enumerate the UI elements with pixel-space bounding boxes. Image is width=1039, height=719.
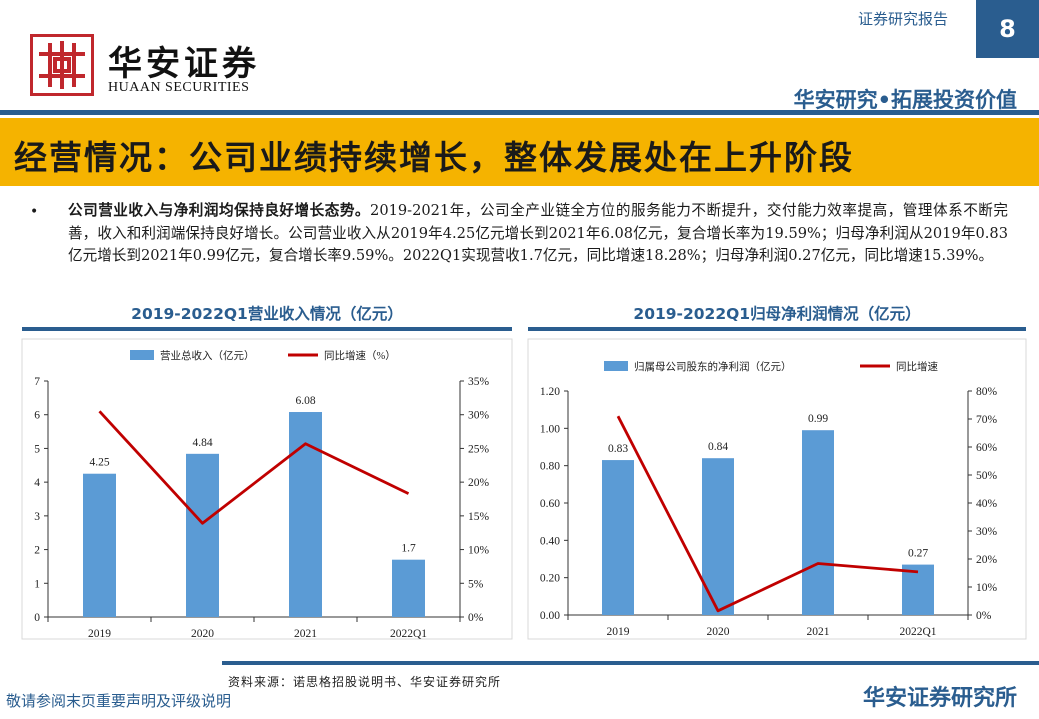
chart1-y-tick-label: 7 <box>34 376 40 388</box>
title-band <box>0 118 1039 186</box>
chart1-bar-label: 4.84 <box>192 437 212 449</box>
chart2-y-tick-label: 0.80 <box>540 461 560 473</box>
chart2-y2-tick-label: 10% <box>976 582 998 594</box>
chart1-legend-bar-swatch <box>130 350 154 360</box>
chart1-x-tick-label: 2022Q1 <box>390 628 427 640</box>
footer-brand: 华安证券研究所 <box>862 686 1017 711</box>
chart2-y-tick-label: 0.20 <box>540 573 560 585</box>
chart1-y2-tick-label: 10% <box>468 545 490 557</box>
chart2-y2-tick-label: 20% <box>976 554 998 566</box>
document-type-label: 证券研究报告 <box>858 10 949 28</box>
chart1-y2-tick-label: 20% <box>468 477 490 489</box>
chart1-y2-tick-label: 25% <box>468 443 490 455</box>
page-title: 经营情况：公司业绩持续增长，整体发展处在上升阶段 <box>14 138 854 177</box>
chart2-y2-tick-label: 60% <box>976 442 998 454</box>
header-divider <box>0 110 1039 115</box>
chart2-bar-label: 0.84 <box>708 441 728 453</box>
chart2-x-tick-label: 2020 <box>707 626 730 638</box>
chart1-y-tick-label: 4 <box>34 477 40 489</box>
source-divider <box>222 661 1039 665</box>
chart1-y2-tick-label: 30% <box>468 410 490 422</box>
chart2-bar-label: 0.99 <box>808 413 828 425</box>
chart2-y-tick-label: 0.00 <box>540 610 560 622</box>
chart1-y-tick-label: 0 <box>34 612 40 624</box>
header-slogan: 华安研究•拓展投资价值 <box>793 88 1017 112</box>
chart2-y2-tick-label: 50% <box>976 470 998 482</box>
chart2-growth-line <box>616 415 919 613</box>
chart1-y2-tick-label: 5% <box>468 578 484 590</box>
chart1-bar <box>392 559 425 617</box>
logo-chinese-name: 华安证券 <box>108 44 260 84</box>
chart1-x-tick-label: 2020 <box>191 628 214 640</box>
chart2-bar-label: 0.83 <box>608 443 628 455</box>
page-number: 8 <box>976 0 1039 58</box>
chart1-bar-label: 1.7 <box>401 543 416 555</box>
chart2-y2-tick-label: 30% <box>976 526 998 538</box>
bullet-marker: • <box>30 204 39 220</box>
chart2-x-tick-label: 2019 <box>607 626 630 638</box>
chart1-title: 2019-2022Q1营业收入情况（亿元） <box>131 305 403 323</box>
source-note: 资料来源：诺思格招股说明书、华安证券研究所 <box>228 675 502 689</box>
chart1-x-tick-label: 2019 <box>88 628 111 640</box>
chart2-x-tick-label: 2022Q1 <box>899 626 936 638</box>
chart2-legend-bar-label: 归属母公司股东的净利润（亿元） <box>634 360 792 373</box>
chart1-bar-label: 4.25 <box>89 457 109 469</box>
chart2-bar <box>602 460 634 615</box>
chart2-y-tick-label: 0.60 <box>540 498 560 510</box>
chart2-title-rule <box>528 327 1026 331</box>
disclaimer-link[interactable]: 敬请参阅末页重要声明及评级说明 <box>6 692 232 710</box>
logo-english-name: HUAAN SECURITIES <box>108 80 250 95</box>
summary-paragraph: 公司营业收入与净利润均保持良好增长态势。2019-2021年，公司全产业链全方位… <box>68 200 1008 268</box>
chart1-y-tick-label: 5 <box>34 443 40 455</box>
chart1-bar <box>289 412 322 617</box>
chart1-y-tick-label: 1 <box>34 578 40 590</box>
chart1-legend-bar-label: 营业总收入（亿元） <box>160 349 255 362</box>
chart1-bar-label: 6.08 <box>295 395 315 407</box>
chart1-x-tick-label: 2021 <box>294 628 317 640</box>
summary-lead: 公司营业收入与净利润均保持良好增长态势。 <box>68 202 371 219</box>
chart1-y2-tick-label: 35% <box>468 376 490 388</box>
chart2-title: 2019-2022Q1归母净利润情况（亿元） <box>633 305 921 323</box>
chart1-legend-line-label: 同比增速（%） <box>324 349 396 362</box>
chart1-y-tick-label: 6 <box>34 410 40 422</box>
chart2-bar <box>902 564 934 615</box>
chart1-y2-tick-label: 0% <box>468 612 484 624</box>
chart1-bar <box>186 453 219 617</box>
chart1-y-tick-label: 3 <box>34 511 40 523</box>
logo-mark <box>30 34 94 96</box>
chart2-y2-tick-label: 70% <box>976 414 998 426</box>
revenue-chart: 营业总收入（亿元） 同比增速（%） 0 1 2 3 4 5 6 7 0% 5% 10% 15% 20% 25%… <box>21 338 513 640</box>
chart2-legend-bar-swatch <box>604 361 628 371</box>
chart2-bar <box>802 430 834 615</box>
summary-body: 2019-2021年，公司全产业链全方位的服务能力不断提升，交付能力效率提高，管… <box>68 202 1008 264</box>
net-profit-chart: 归属母公司股东的净利润（亿元） 同比增速 0.00 0.20 0.40 0.60 0.80 1… <box>527 338 1027 640</box>
chart1-y-tick-label: 2 <box>34 545 40 557</box>
chart1-bar <box>83 473 116 617</box>
chart2-y-tick-label: 1.00 <box>540 423 560 435</box>
chart2-y2-tick-label: 40% <box>976 498 998 510</box>
chart2-y2-tick-label: 0% <box>976 610 992 622</box>
chart2-bar-label: 0.27 <box>908 548 928 560</box>
chart2-y-tick-label: 1.20 <box>540 386 560 398</box>
chart1-y2-tick-label: 15% <box>468 511 490 523</box>
chart2-legend-line-label: 同比增速 <box>896 360 938 373</box>
chart2-y-tick-label: 0.40 <box>540 535 560 547</box>
chart1-title-rule <box>22 327 512 331</box>
chart2-x-tick-label: 2021 <box>807 626 830 638</box>
logo-seal-icon <box>39 41 85 89</box>
chart1-growth-line <box>98 410 410 525</box>
chart2-y2-tick-label: 80% <box>976 386 998 398</box>
